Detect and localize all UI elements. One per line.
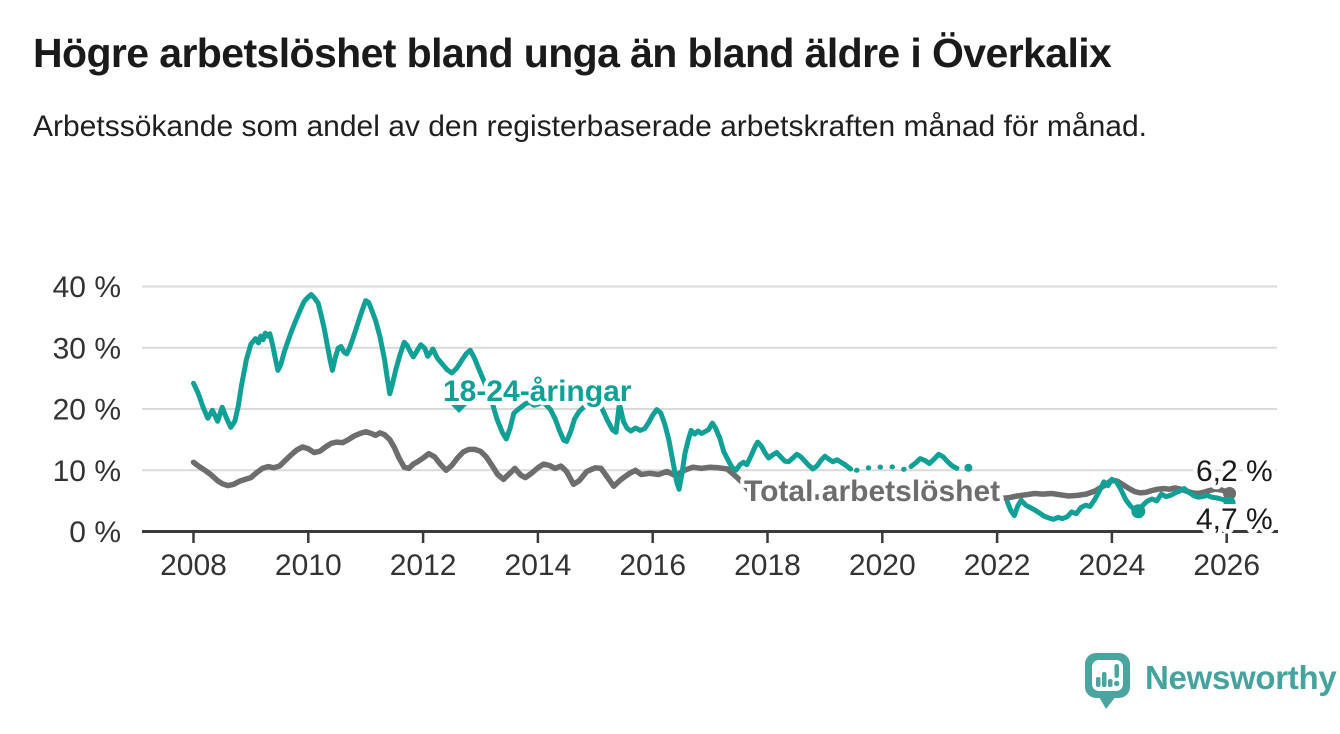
x-tick-label: 2018 [734,549,801,582]
logo-bubble-tail [1098,695,1117,709]
end-label-total: 6,2 % [1196,455,1273,488]
series-label-total: Total arbetslöshet [744,475,1000,508]
x-tick-label: 2026 [1193,549,1260,582]
y-tick-label: 10 % [53,455,121,488]
chart-line-total [190,428,1233,502]
y-tick-label: 30 % [53,332,121,365]
chart-line-youth [191,292,854,492]
x-tick-label: 2010 [275,549,342,582]
x-tick-label: 2016 [619,549,686,582]
chart-point-total [1223,487,1237,501]
series-label-youth: 18-24-åringar [443,375,632,408]
chart-subtitle: Arbetssökande som andel av den registerb… [33,110,1147,144]
logo-bar-2-icon [1102,672,1107,687]
chart-point-youth [1131,504,1146,519]
x-tick-label: 2022 [964,549,1031,582]
logo-exclamation-icon [1114,664,1119,678]
x-tick-label: 2020 [849,549,916,582]
chart-line-youth [1004,476,1233,522]
chart-line-youth [908,451,960,471]
newsworthy-logo: Newsworthy [1084,652,1337,710]
newsworthy-logo-icon [1085,653,1130,709]
series-label-caret-icon [451,405,467,413]
y-tick-label: 40 % [53,271,121,304]
chart-point-youth [964,463,973,472]
logo-exclamation-dot-icon [1114,680,1120,687]
y-tick-label: 20 % [53,394,121,427]
chart-line-youth-dotted [854,464,911,473]
x-tick-label: 2012 [390,549,457,582]
chart-title: Högre arbetslöshet bland unga än bland ä… [33,30,1112,76]
end-label-youth: 4,7 % [1196,503,1273,536]
x-tick-label: 2024 [1079,549,1146,582]
logo-bar-1-icon [1096,677,1101,687]
newsworthy-logo-text: Newsworthy [1145,659,1337,696]
x-tick-label: 2008 [160,549,227,582]
logo-bar-3-icon [1108,679,1113,687]
x-tick-label: 2014 [505,549,572,582]
y-tick-label: 0 % [69,516,121,549]
chart-point-youth [1223,496,1236,509]
